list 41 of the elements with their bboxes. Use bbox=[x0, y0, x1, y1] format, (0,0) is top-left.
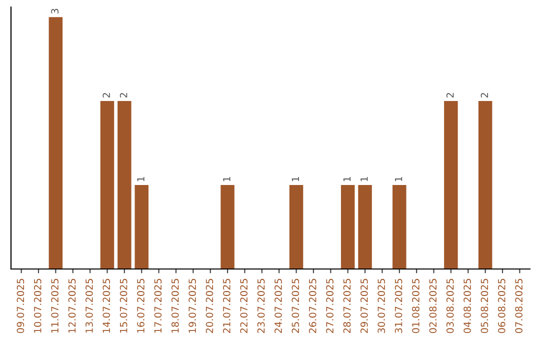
x-tick-label: 12.07.2025 bbox=[68, 278, 76, 333]
x-tick-label: 09.07.2025 bbox=[16, 278, 24, 334]
x-tick-label: 15.07.2025 bbox=[120, 278, 128, 333]
data-label: 3 bbox=[51, 8, 59, 14]
x-tick-label: 26.07.2025 bbox=[308, 278, 316, 333]
x-tick-label: 23.07.2025 bbox=[257, 278, 265, 333]
x-tick-label: 02.08.2025 bbox=[429, 278, 437, 334]
x-tick-label: 25.07.2025 bbox=[292, 278, 300, 333]
x-tick-label: 19.07.2025 bbox=[188, 278, 196, 333]
data-label: 2 bbox=[120, 93, 128, 98]
x-tick-label: 01.08.2025 bbox=[412, 278, 420, 334]
data-label: 1 bbox=[137, 176, 144, 182]
x-tick-label: 20.07.2025 bbox=[206, 278, 214, 333]
x-tick-label: 28.07.2025 bbox=[343, 278, 351, 333]
data-label: 1 bbox=[223, 176, 230, 182]
data-label: 2 bbox=[480, 93, 488, 98]
data-label: 1 bbox=[292, 176, 299, 182]
data-label: 1 bbox=[394, 176, 402, 182]
x-tick-label: 05.08.2025 bbox=[480, 278, 488, 334]
x-tick-label: 16.07.2025 bbox=[137, 278, 144, 333]
x-tick-label: 30.07.2025 bbox=[378, 278, 386, 333]
x-tick-label: 10.07.2025 bbox=[34, 278, 42, 333]
x-tick-label: 21.07.2025 bbox=[223, 278, 230, 333]
x-tick-label: 22.07.2025 bbox=[240, 278, 248, 333]
x-tick-label: 04.08.2025 bbox=[464, 278, 471, 334]
x-tick-label: 06.08.2025 bbox=[498, 278, 506, 334]
x-tick-label: 18.07.2025 bbox=[171, 278, 179, 333]
x-tick-label: 13.07.2025 bbox=[86, 278, 93, 333]
data-label: 2 bbox=[446, 93, 454, 98]
x-tick-label: 31.07.2025 bbox=[394, 278, 402, 333]
data-label: 1 bbox=[343, 176, 351, 182]
x-tick-label: 14.07.2025 bbox=[102, 278, 110, 333]
data-label: 1 bbox=[360, 176, 368, 182]
data-label: 2 bbox=[102, 93, 110, 98]
x-tick-label: 11.07.2025 bbox=[51, 278, 59, 333]
x-tick-label: 17.07.2025 bbox=[154, 278, 162, 333]
x-tick-label: 27.07.2025 bbox=[326, 278, 334, 333]
x-tick-label: 07.08.2025 bbox=[515, 278, 523, 334]
x-tick-label: 03.08.2025 bbox=[446, 278, 454, 334]
x-tick-label: 29.07.2025 bbox=[360, 278, 368, 333]
x-tick-label: 24.07.2025 bbox=[274, 278, 282, 333]
